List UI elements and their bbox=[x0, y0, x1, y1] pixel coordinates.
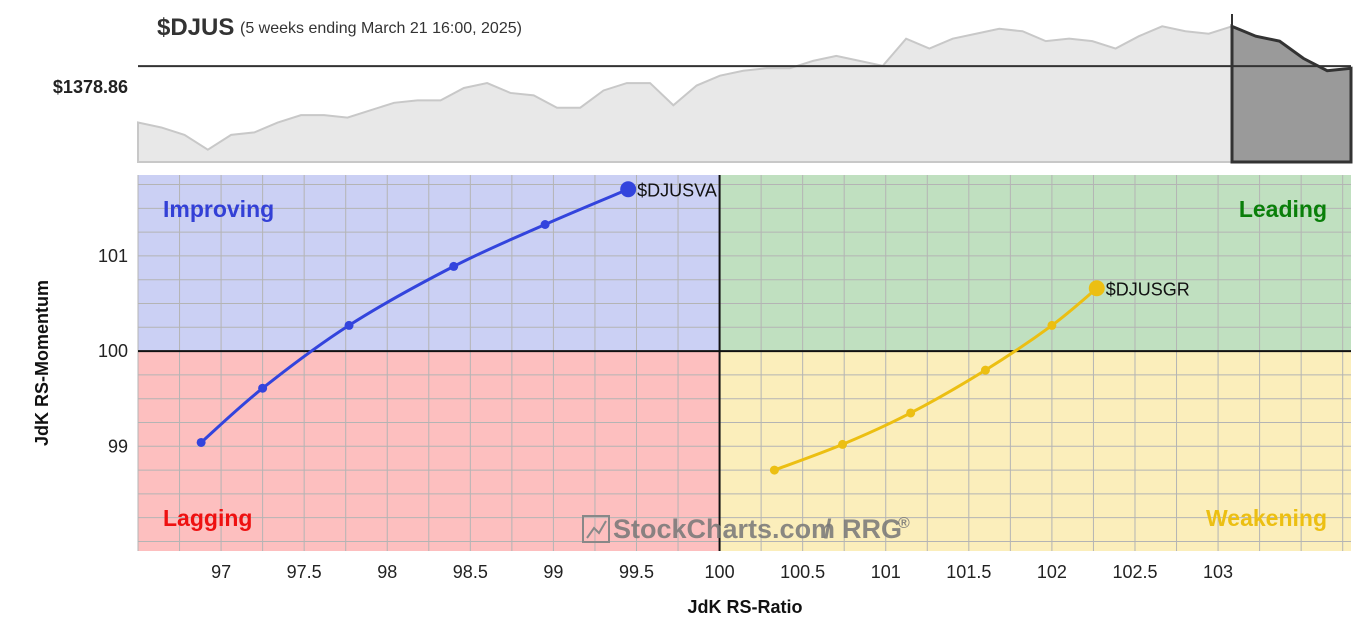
x-tick-label: 99.5 bbox=[619, 562, 654, 582]
series-point bbox=[906, 408, 916, 418]
chart-subtitle: (5 weeks ending March 21 16:00, 2025) bbox=[240, 20, 522, 37]
price-level-label: $1378.86 bbox=[53, 77, 128, 97]
x-tick-label: 100 bbox=[705, 562, 735, 582]
series-head-point bbox=[620, 181, 637, 198]
series-point bbox=[258, 383, 268, 393]
series-layer: $DJUSVA $DJUSGR bbox=[196, 180, 1190, 475]
x-tick-label: 102.5 bbox=[1112, 562, 1157, 582]
quadrant-leading-bg bbox=[719, 175, 1351, 352]
stockcharts-logo-icon bbox=[582, 515, 610, 543]
watermark: StockCharts.com / RRG ® bbox=[582, 514, 910, 544]
series-point bbox=[196, 437, 206, 447]
x-tick-label: 103 bbox=[1203, 562, 1233, 582]
quadrant-label-lagging: Lagging bbox=[163, 505, 252, 531]
x-tick-label: 101 bbox=[871, 562, 901, 582]
watermark-registered: ® bbox=[898, 515, 910, 532]
price-area bbox=[137, 24, 1233, 163]
quadrant-label-weakening: Weakening bbox=[1206, 505, 1327, 531]
watermark-product: RRG bbox=[842, 514, 902, 544]
x-axis-title: JdK RS-Ratio bbox=[687, 597, 802, 617]
series-tail-line bbox=[200, 187, 629, 444]
x-tick-label: 97.5 bbox=[287, 562, 322, 582]
x-tick-label: 102 bbox=[1037, 562, 1067, 582]
series-head-point bbox=[1088, 280, 1105, 297]
series-point bbox=[838, 439, 848, 449]
x-tick-label: 99 bbox=[543, 562, 563, 582]
y-axis-title: JdK RS-Momentum bbox=[32, 280, 52, 446]
series-djusgr: $DJUSGR bbox=[769, 279, 1190, 475]
x-tick-label: 98.5 bbox=[453, 562, 488, 582]
y-tick-label: 101 bbox=[98, 246, 128, 266]
series-label: $DJUSVA bbox=[637, 180, 717, 200]
quadrant-label-leading: Leading bbox=[1239, 196, 1327, 222]
tick-labels: 97 97.5 98 98.5 99 99.5 100 100.5 101 101.5 102 102… bbox=[98, 246, 1233, 582]
price-panel: $1378.86 bbox=[53, 14, 1353, 164]
y-tick-label: 100 bbox=[98, 341, 128, 361]
y-tick-label: 99 bbox=[108, 436, 128, 456]
x-tick-label: 97 bbox=[211, 562, 231, 582]
grid bbox=[137, 175, 1351, 551]
recent-price-area bbox=[1230, 24, 1353, 164]
watermark-separator: / bbox=[824, 514, 832, 544]
series-point bbox=[344, 320, 354, 330]
series-point bbox=[1047, 320, 1057, 330]
series-label: $DJUSGR bbox=[1106, 279, 1190, 299]
watermark-brand: StockCharts.com bbox=[613, 514, 835, 544]
quadrant-backgrounds bbox=[138, 175, 1351, 551]
series-point bbox=[449, 261, 459, 271]
center-lines bbox=[138, 175, 1351, 551]
series-point bbox=[769, 465, 779, 475]
x-tick-label: 101.5 bbox=[946, 562, 991, 582]
x-tick-label: 98 bbox=[377, 562, 397, 582]
chart-title: $DJUS bbox=[157, 14, 234, 41]
series-point bbox=[980, 365, 990, 375]
quadrant-label-improving: Improving bbox=[163, 196, 274, 222]
x-tick-label: 100.5 bbox=[780, 562, 825, 582]
series-djusva: $DJUSVA bbox=[196, 180, 717, 447]
series-point bbox=[540, 219, 550, 229]
